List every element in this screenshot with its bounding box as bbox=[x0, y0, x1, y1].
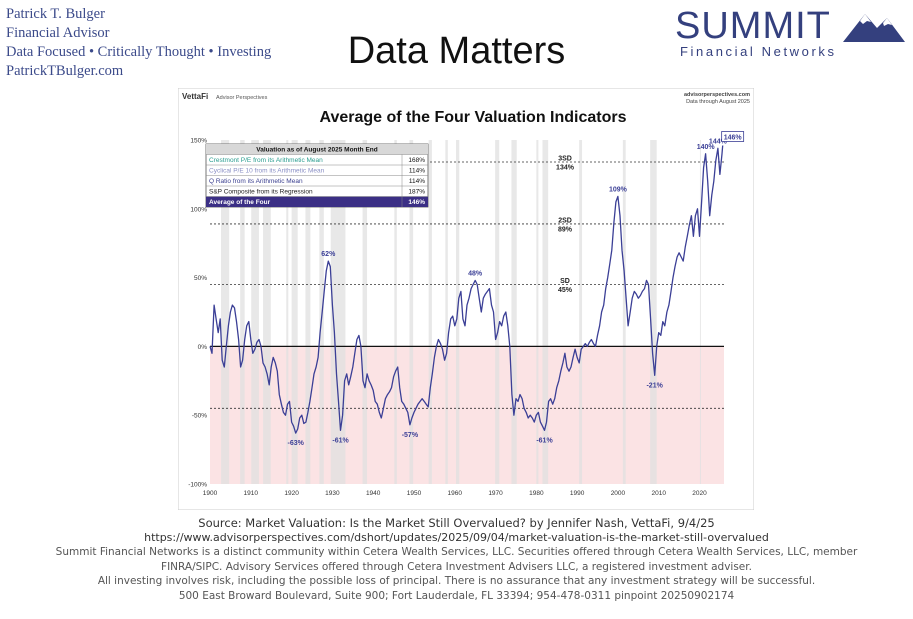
page-title: Data Matters bbox=[347, 30, 566, 72]
data-label: -21% bbox=[646, 382, 663, 389]
chart-source-site: advisorperspectives.com bbox=[684, 92, 750, 98]
recession-band bbox=[394, 140, 397, 484]
x-tick-label: 1900 bbox=[203, 490, 218, 497]
x-tick-label: 1950 bbox=[407, 490, 422, 497]
chart-title: Average of the Four Valuation Indicators bbox=[319, 109, 626, 126]
recession-band bbox=[221, 140, 230, 484]
data-label: -61% bbox=[536, 437, 553, 444]
advisor-name: Patrick T. Bulger bbox=[6, 6, 105, 22]
advisor-block: Patrick T. Bulger Financial Advisor Data… bbox=[6, 5, 271, 81]
y-tick-label: 50% bbox=[194, 275, 207, 282]
footer-disclosure-1: Summit Financial Networks is a distinct … bbox=[55, 546, 858, 559]
x-tick-label: 1920 bbox=[284, 490, 299, 497]
recession-band bbox=[542, 140, 549, 484]
x-tick-label: 1960 bbox=[448, 490, 463, 497]
x-tick-label: 1990 bbox=[570, 490, 585, 497]
footer-risk: All investing involves risk, including t… bbox=[97, 575, 816, 588]
table-row-label: Cyclical P/E 10 from its Arithmetic Mean bbox=[209, 168, 325, 175]
footer-source: Source: Market Valuation: Is the Market … bbox=[198, 516, 715, 530]
table-header-bg bbox=[206, 144, 428, 155]
recession-band bbox=[445, 140, 448, 484]
footer-address: 500 East Broward Boulevard, Suite 900; F… bbox=[178, 589, 735, 602]
table-row-label: Average of the Four bbox=[209, 199, 271, 206]
chart-source-date: Data through August 2025 bbox=[686, 99, 750, 105]
latest-value-box bbox=[721, 131, 745, 142]
reference-label: 3SD bbox=[558, 156, 572, 163]
y-tick-label: 100% bbox=[190, 206, 207, 213]
table-row-value: 187% bbox=[408, 189, 425, 196]
x-tick-label: 1970 bbox=[488, 490, 503, 497]
footer: Source: Market Valuation: Is the Market … bbox=[0, 516, 913, 604]
reference-sublabel: 89% bbox=[558, 226, 573, 233]
table-row-value: 114% bbox=[409, 178, 425, 185]
valuation-series-line bbox=[209, 145, 724, 434]
advisor-tagline: Data Focused • Critically Thought • Inve… bbox=[6, 44, 272, 60]
valuation-chart: 3SD 134% 2SD 89% SD 45% 150% 100% 50% 0% -50% -100… bbox=[178, 88, 754, 510]
summit-logo: SUMMIT Financial Networks bbox=[675, 6, 907, 62]
table-row-label: Crestmont P/E from its Arithmetic Mean bbox=[209, 157, 323, 164]
advisor-website[interactable]: PatrickTBulger.com bbox=[6, 63, 124, 79]
recession-band bbox=[699, 140, 701, 484]
reference-sublabel: 45% bbox=[558, 287, 573, 294]
recession-band bbox=[362, 140, 368, 484]
table-row-value: 146% bbox=[408, 199, 425, 206]
data-label: -63% bbox=[287, 440, 304, 447]
table-row-label: S&P Composite from its Regression bbox=[209, 189, 313, 196]
data-label: -61% bbox=[332, 437, 349, 444]
recession-band bbox=[511, 140, 517, 484]
x-tick-label: 1980 bbox=[529, 490, 544, 497]
recession-band bbox=[650, 140, 657, 484]
y-tick-label: -50% bbox=[192, 413, 207, 420]
logo-subtitle: Financial Networks bbox=[680, 44, 837, 59]
data-label: 140% bbox=[697, 144, 716, 151]
recession-band bbox=[251, 140, 259, 484]
data-label: 144% bbox=[709, 138, 728, 145]
recession-band bbox=[579, 140, 583, 484]
recession-band bbox=[622, 140, 626, 484]
recession-band bbox=[263, 140, 271, 484]
data-label: 146% bbox=[724, 135, 743, 142]
x-tick-label: 1930 bbox=[325, 490, 340, 497]
footer-url[interactable]: https://www.advisorperspectives.com/dsho… bbox=[144, 530, 769, 544]
recession-band bbox=[330, 140, 346, 484]
recession-band bbox=[240, 140, 245, 484]
recession-band bbox=[409, 140, 414, 484]
reference-label: SD bbox=[560, 278, 570, 285]
logo-wordmark: SUMMIT bbox=[675, 5, 831, 47]
footer-disclosure-2: FINRA/SIPC. Advisory Services offered th… bbox=[161, 560, 752, 573]
recession-band bbox=[305, 140, 311, 484]
x-tick-label: 2000 bbox=[611, 490, 626, 497]
recession-band bbox=[286, 140, 289, 484]
table-row-label: Q Ratio from its Arithmetic Mean bbox=[209, 178, 303, 185]
data-label: 109% bbox=[609, 186, 628, 193]
y-tick-label: 150% bbox=[190, 138, 207, 145]
data-label: 62% bbox=[321, 251, 336, 258]
x-tick-label: 2020 bbox=[692, 490, 707, 497]
y-tick-label: -100% bbox=[188, 482, 207, 489]
chart-brand-sub: Advisor Perspectives bbox=[216, 95, 268, 101]
table-highlight-row bbox=[206, 196, 428, 207]
x-tick-label: 1910 bbox=[244, 490, 259, 497]
table-row-value: 114% bbox=[409, 168, 425, 175]
x-tick-label: 2010 bbox=[651, 490, 666, 497]
recession-band bbox=[495, 140, 500, 484]
advisor-role: Financial Advisor bbox=[6, 25, 110, 41]
recession-band bbox=[428, 140, 432, 484]
valuation-chart-svg: 3SD 134% 2SD 89% SD 45% 150% 100% 50% 0% -50% -100… bbox=[178, 88, 754, 510]
data-label: -57% bbox=[402, 432, 419, 439]
x-tick-label: 1940 bbox=[366, 490, 381, 497]
recession-band bbox=[536, 140, 539, 484]
data-label: 48% bbox=[468, 270, 483, 277]
table-header: Valuation as of August 2025 Month End bbox=[256, 147, 377, 154]
reference-sublabel: 134% bbox=[556, 165, 575, 172]
reference-label: 2SD bbox=[558, 217, 572, 224]
chart-brand: VettaFi bbox=[182, 92, 208, 101]
recession-band bbox=[291, 140, 298, 484]
y-tick-label: 0% bbox=[198, 344, 208, 351]
table-row-value: 168% bbox=[408, 157, 425, 164]
mountain-logo-icon bbox=[843, 14, 905, 42]
